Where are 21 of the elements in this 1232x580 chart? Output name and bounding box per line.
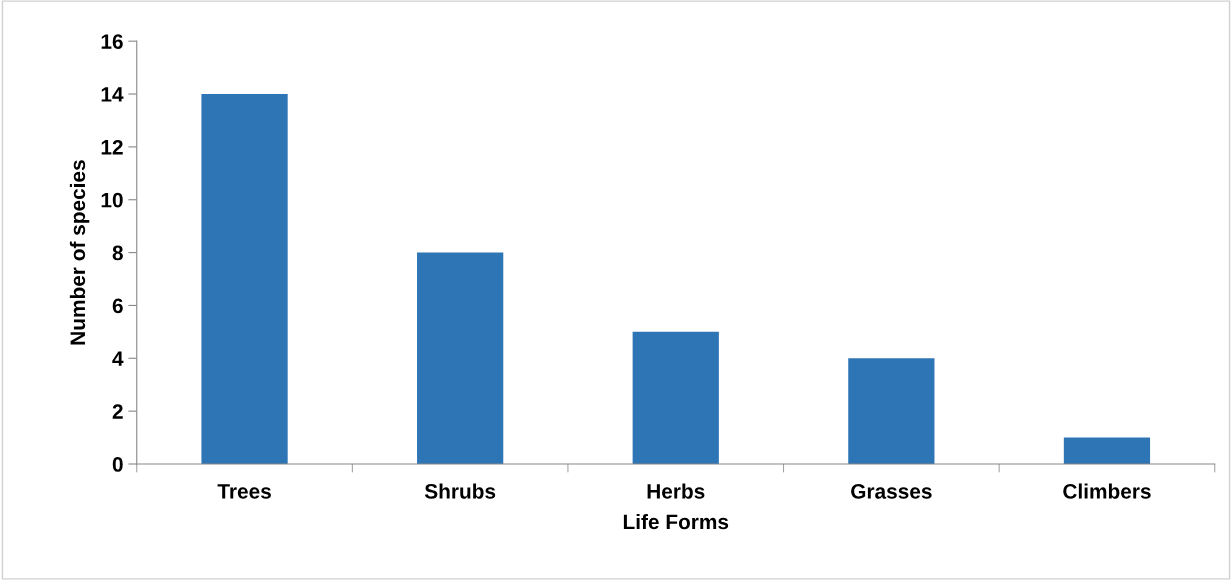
y-tick-label: 6 xyxy=(112,298,123,314)
bar xyxy=(632,331,719,464)
y-tick-label: 2 xyxy=(112,404,123,419)
bar xyxy=(1063,437,1151,464)
y-tick-label: 0 xyxy=(112,457,123,472)
y-axis-title: Number of species xyxy=(69,160,90,345)
bar xyxy=(201,94,288,464)
y-tick-label: 8 xyxy=(112,245,123,261)
x-tick-label: Grasses xyxy=(851,483,932,499)
y-tick-label: 10 xyxy=(101,192,123,208)
y-tick-label: 16 xyxy=(101,34,123,49)
x-axis-title: Life Forms xyxy=(623,513,729,530)
y-tick-label: 14 xyxy=(101,87,124,102)
x-tick-label: Herbs xyxy=(647,483,705,499)
x-tick-label: Climbers xyxy=(1063,483,1151,499)
y-tick-label: 4 xyxy=(112,351,124,366)
y-tick-label: 12 xyxy=(101,139,123,155)
bar xyxy=(848,358,935,464)
x-tick-label: Trees xyxy=(217,484,271,499)
x-tick-label: Shrubs xyxy=(424,483,496,499)
bar xyxy=(417,252,504,464)
